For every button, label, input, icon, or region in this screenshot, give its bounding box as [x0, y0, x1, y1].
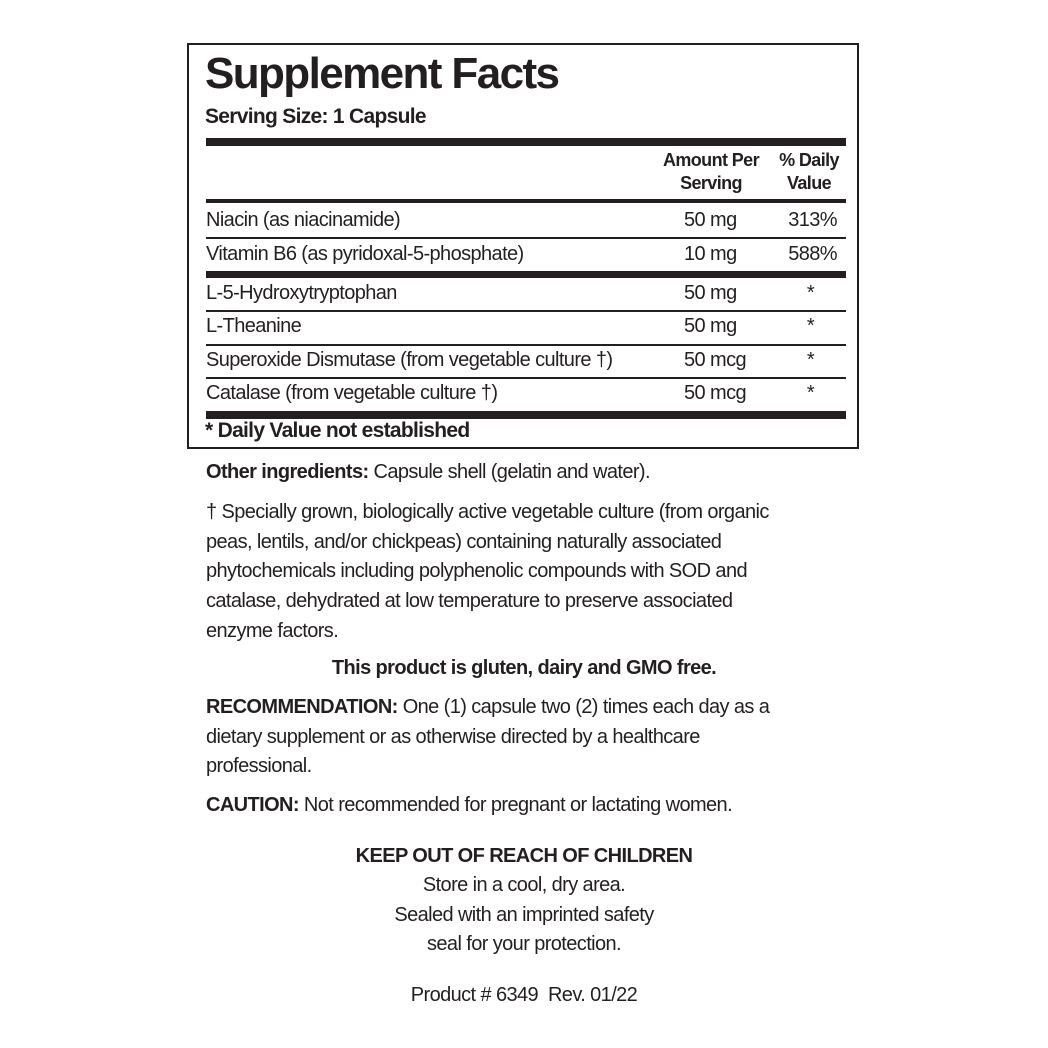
- header-dv-line: Value: [786, 173, 832, 193]
- recommendation-line: professional.: [206, 755, 312, 778]
- nutrient-amount: 50 mcg: [684, 349, 747, 371]
- divider-medium: [206, 199, 846, 203]
- recommendation-line: dietary supplement or as otherwise direc…: [206, 725, 700, 748]
- recommendation-text: One (1) capsule two (2) times each day a…: [397, 696, 770, 718]
- nutrient-dv: *: [806, 382, 815, 404]
- nutrient-name: Niacin (as niacinamide): [206, 209, 401, 231]
- divider-thin: [206, 237, 846, 239]
- nutrient-dv: *: [806, 315, 815, 337]
- header-dv-line: % Daily: [779, 150, 839, 170]
- nutrient-name: Vitamin B6 (as pyridoxal-5-phosphate): [206, 243, 524, 265]
- dagger-note-line: enzyme factors.: [206, 619, 339, 642]
- nutrient-name: Superoxide Dismutase (from vegetable cul…: [206, 349, 613, 371]
- nutrient-row: Vitamin B6 (as pyridoxal-5-phosphate) 10…: [206, 238, 846, 271]
- storage-line: Store in a cool, dry area.: [422, 874, 626, 896]
- nutrient-name: L-5-Hydroxytryptophan: [206, 282, 397, 304]
- serving-size: Serving Size: 1 Capsule: [205, 105, 427, 128]
- caution-label: CAUTION:: [206, 794, 300, 816]
- nutrient-row: L-5-Hydroxytryptophan 50 mg *: [206, 277, 846, 310]
- dagger-note-line: phytochemicals including polyphenolic co…: [206, 560, 748, 583]
- recommendation-label: RECOMMENDATION:: [206, 696, 398, 718]
- header-amount-line: Amount Per: [662, 150, 760, 170]
- divider-thin: [206, 377, 846, 379]
- nutrient-dv: *: [806, 282, 815, 304]
- nutrient-dv: *: [806, 349, 815, 371]
- free-statement: This product is gluten, dairy and GMO fr…: [331, 657, 717, 679]
- caution-text: Not recommended for pregnant or lactatin…: [298, 794, 733, 816]
- header-amount: Amount Per Serving: [655, 149, 767, 195]
- nutrient-row: Niacin (as niacinamide) 50 mg 313%: [206, 204, 846, 237]
- storage-line: seal for your protection.: [427, 933, 622, 955]
- header-amount-line: Serving: [680, 173, 742, 193]
- dagger-note-line: peas, lentils, and/or chickpeas) contain…: [206, 530, 722, 553]
- nutrient-row: Superoxide Dismutase (from vegetable cul…: [206, 344, 846, 377]
- supplement-facts-panel: Supplement Facts Serving Size: 1 Capsule…: [187, 43, 859, 449]
- keep-out-warning: KEEP OUT OF REACH OF CHILDREN: [355, 845, 693, 867]
- other-ingredients-label: Other ingredients:: [206, 461, 369, 483]
- nutrient-dv: 588%: [788, 243, 837, 265]
- divider-thin: [206, 344, 846, 346]
- caution: CAUTION: Not recommended for pregnant or…: [206, 791, 733, 821]
- nutrient-dv: 313%: [788, 209, 837, 231]
- divider-thick: [206, 138, 846, 146]
- storage-line: Sealed with an imprinted safety: [394, 904, 654, 926]
- recommendation-line: RECOMMENDATION: One (1) capsule two (2) …: [206, 693, 770, 723]
- dagger-note: † Specially grown, biologically active v…: [206, 498, 769, 647]
- nutrient-row: Catalase (from vegetable culture †) 50 m…: [206, 377, 846, 410]
- nutrient-amount: 50 mg: [684, 282, 737, 304]
- nutrient-name: Catalase (from vegetable culture †): [206, 382, 498, 404]
- daily-value-footnote: * Daily Value not established: [205, 419, 470, 442]
- other-ingredients: Other ingredients: Capsule shell (gelati…: [206, 458, 651, 488]
- nutrient-amount: 10 mg: [684, 243, 737, 265]
- other-ingredients-text: Capsule shell (gelatin and water).: [368, 461, 651, 483]
- panel-title: Supplement Facts: [205, 49, 560, 98]
- nutrient-amount: 50 mg: [684, 209, 737, 231]
- dagger-note-line: catalase, dehydrated at low temperature …: [206, 590, 733, 613]
- divider-thin: [206, 310, 846, 312]
- divider-thick: [206, 411, 846, 419]
- product-number: Product # 6349 Rev. 01/22: [410, 984, 638, 1006]
- nutrient-row: L-Theanine 50 mg *: [206, 310, 846, 343]
- nutrient-name: L-Theanine: [206, 315, 302, 337]
- nutrient-amount: 50 mcg: [684, 382, 747, 404]
- header-dv: % Daily Value: [773, 149, 845, 195]
- recommendation: RECOMMENDATION: One (1) capsule two (2) …: [206, 693, 770, 782]
- dagger-note-line: † Specially grown, biologically active v…: [206, 501, 769, 523]
- nutrient-amount: 50 mg: [684, 315, 737, 337]
- divider-thick: [206, 271, 846, 278]
